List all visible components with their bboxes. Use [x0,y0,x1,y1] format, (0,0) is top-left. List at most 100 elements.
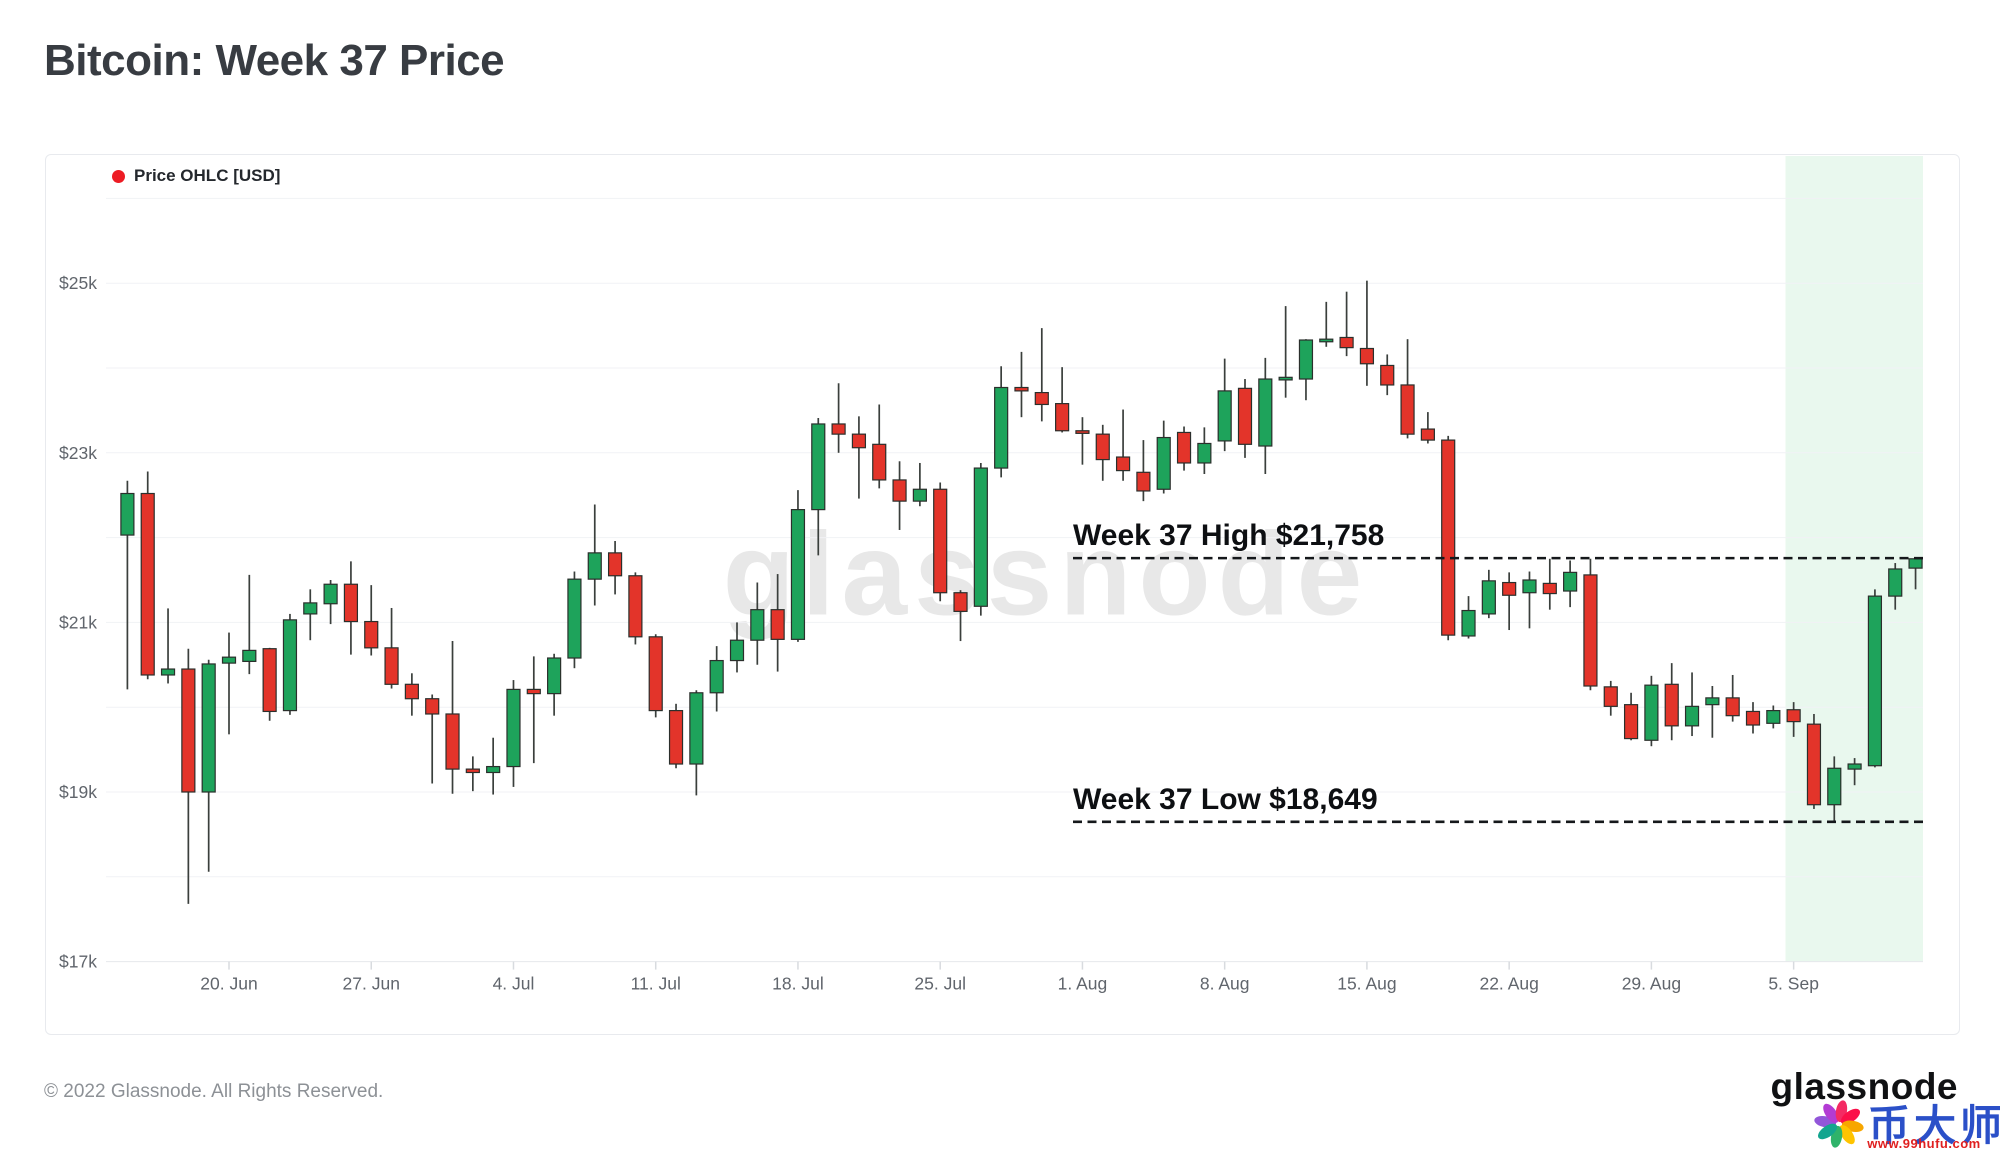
candle[interactable] [221,632,237,735]
candle[interactable] [1176,426,1192,471]
candle[interactable] [343,561,359,655]
candle[interactable] [1197,427,1212,474]
candle[interactable] [1745,702,1761,734]
candle[interactable] [1623,692,1639,741]
candle[interactable] [567,571,582,669]
candle-body-jul-18 [790,509,806,640]
candle[interactable] [364,585,379,656]
candle[interactable] [1461,596,1476,639]
candle[interactable] [425,694,440,784]
candle[interactable] [1542,558,1557,610]
candle[interactable] [1298,339,1314,401]
candle[interactable] [120,480,135,690]
candle[interactable] [1725,674,1740,722]
candle[interactable] [547,653,562,716]
candle[interactable] [140,471,155,680]
candle-body-sep-9 [1867,595,1883,767]
week37-high-annotation: Week 37 High $21,758 [1073,519,1384,552]
candle[interactable] [689,690,704,796]
candle[interactable] [1603,680,1618,716]
candle[interactable] [282,613,298,715]
candle[interactable] [994,366,1009,478]
candle[interactable] [1847,758,1862,786]
candle[interactable] [648,634,663,718]
candle[interactable] [506,680,521,787]
candle[interactable] [181,648,196,904]
candle[interactable] [1339,291,1354,357]
candle[interactable] [1481,569,1496,619]
candle-body-jun-15 [120,492,135,536]
candle[interactable] [1237,379,1253,458]
candle[interactable] [1095,424,1110,481]
candle[interactable] [1827,756,1842,822]
candle[interactable] [1502,572,1517,631]
candle[interactable] [709,646,724,712]
candle[interactable] [1705,686,1720,738]
candle[interactable] [1014,351,1029,418]
x-axis-label: 22. Aug [1479,974,1538,994]
candle[interactable] [1786,702,1801,737]
candle[interactable] [445,641,460,794]
candle[interactable] [323,580,338,625]
candle[interactable] [303,589,318,641]
candle[interactable] [1075,417,1090,465]
candle[interactable] [729,622,745,673]
candle[interactable] [1217,358,1232,452]
candle[interactable] [1664,663,1679,741]
candle[interactable] [953,590,968,642]
candle[interactable] [872,404,887,489]
candle-body-aug-14 [1339,336,1354,349]
candle[interactable] [750,582,765,665]
candle[interactable] [973,462,988,616]
candle[interactable] [1888,563,1903,610]
candle[interactable] [607,540,623,595]
candle[interactable] [892,461,907,530]
candle[interactable] [1420,412,1435,444]
candle[interactable] [790,490,806,642]
candle[interactable] [526,656,541,764]
candle[interactable] [933,482,948,602]
candle[interactable] [811,418,826,556]
candle[interactable] [770,574,785,672]
candle[interactable] [384,607,399,689]
candle[interactable] [160,608,176,684]
candle[interactable] [1156,420,1171,494]
candle[interactable] [1055,367,1070,433]
candle[interactable] [1766,705,1781,729]
candle[interactable] [1684,672,1700,737]
candle[interactable] [404,673,419,716]
candle[interactable] [1258,357,1273,474]
candle[interactable] [851,416,867,499]
candle[interactable] [1278,306,1293,398]
price-chart-svg[interactable]: $25k $23k $21k $19k $17k 20. Jun 27. Jun 4. Jul… [46,155,1959,1034]
candle[interactable] [1867,589,1883,768]
candle[interactable] [628,572,643,645]
candle[interactable] [1583,558,1598,691]
candle[interactable] [1400,339,1415,439]
candle[interactable] [201,659,216,872]
candle[interactable] [1115,409,1131,481]
candle[interactable] [1441,435,1456,641]
candle[interactable] [1136,440,1151,502]
candle[interactable] [668,703,684,769]
candle-body-jun-17 [160,668,176,676]
week37-low-annotation: Week 37 Low $18,649 [1073,783,1378,816]
candle[interactable] [1034,328,1049,422]
candle[interactable] [831,383,846,453]
candle[interactable] [1359,280,1375,386]
candle[interactable] [912,462,927,507]
candle[interactable] [1563,560,1578,608]
x-axis-label: 18. Jul [772,974,824,994]
candle[interactable] [242,574,257,675]
candle[interactable] [1522,571,1537,629]
candle[interactable] [1806,713,1822,809]
candle[interactable] [262,647,277,721]
candle[interactable] [486,737,501,795]
candle[interactable] [465,756,480,792]
candle[interactable] [587,504,602,606]
candle[interactable] [1319,301,1334,347]
legend-item-price-ohlc[interactable]: Price OHLC [USD] [112,166,280,186]
candle[interactable] [1380,354,1395,396]
candle-body-jul-25 [933,488,948,594]
candle[interactable] [1644,675,1659,747]
